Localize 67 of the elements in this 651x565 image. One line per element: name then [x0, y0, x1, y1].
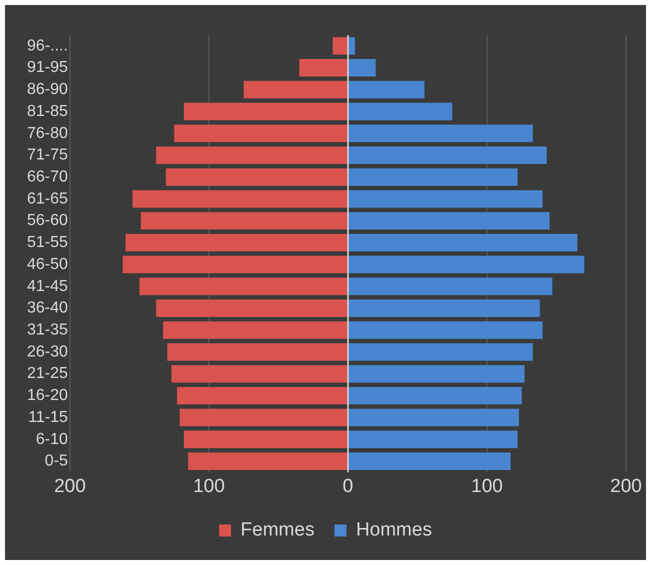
x-tick-label: 0 — [342, 476, 354, 497]
bar — [180, 408, 348, 426]
bar — [122, 256, 348, 274]
bar — [348, 300, 540, 317]
y-tick-label: 16-20 — [27, 387, 68, 404]
bar — [140, 212, 348, 230]
bar — [176, 386, 348, 404]
bar — [348, 452, 511, 470]
y-tick-label: 86-90 — [27, 81, 68, 98]
bar — [156, 300, 348, 317]
y-tick-label: 81-85 — [27, 102, 68, 120]
bar — [348, 365, 525, 383]
bar — [184, 102, 348, 120]
bar — [132, 190, 348, 208]
bar — [299, 59, 348, 77]
bar — [348, 102, 452, 120]
x-tick-label: 100 — [471, 476, 503, 497]
bar — [348, 321, 543, 339]
bar — [244, 80, 348, 98]
bar — [166, 168, 348, 186]
bar — [348, 430, 518, 448]
bar — [348, 80, 424, 98]
bar — [139, 278, 348, 296]
y-tick-label: 36-40 — [27, 300, 68, 317]
y-tick-label: 31-35 — [27, 322, 68, 339]
y-tick-label: 96-.... — [27, 37, 68, 54]
x-tick-label: 200 — [610, 476, 642, 497]
y-tick-label: 66-70 — [27, 168, 68, 186]
y-tick-label: 11-15 — [28, 408, 68, 426]
bar — [348, 212, 550, 230]
bar — [184, 430, 348, 448]
bar — [348, 256, 584, 274]
bar — [348, 343, 533, 361]
bar — [332, 37, 348, 55]
bar — [126, 234, 348, 252]
bar — [348, 408, 519, 426]
bar — [174, 124, 348, 142]
y-tick-label: 71-75 — [27, 146, 68, 164]
legend-label: Femmes — [240, 520, 314, 541]
y-tick-label: 6-10 — [36, 430, 68, 448]
y-tick-label: 26-30 — [27, 343, 68, 360]
x-tick-label: 100 — [193, 476, 225, 497]
y-tick-label: 51-55 — [27, 234, 68, 252]
bar — [156, 146, 348, 164]
bar — [171, 365, 348, 383]
bar — [348, 37, 355, 55]
bar — [348, 234, 578, 252]
y-tick-label: 21-25 — [27, 365, 68, 382]
y-tick-label: 0-5 — [44, 452, 68, 470]
y-tick-label: 46-50 — [27, 256, 68, 273]
bar — [188, 452, 348, 470]
y-tick-label: 76-80 — [27, 124, 68, 142]
bar — [163, 321, 348, 339]
bar — [348, 386, 522, 404]
bar — [167, 343, 348, 361]
bar — [348, 168, 518, 186]
y-tick-label: 61-65 — [27, 190, 68, 208]
legend-label: Hommes — [356, 520, 432, 541]
x-tick-label: 200 — [54, 476, 86, 497]
bar — [348, 190, 543, 208]
bar — [348, 146, 547, 164]
bar — [348, 59, 376, 77]
bar — [348, 278, 552, 296]
y-tick-label: 91-95 — [27, 59, 68, 76]
y-tick-label: 56-60 — [27, 212, 68, 230]
bar — [348, 124, 533, 142]
y-tick-label: 41-45 — [27, 278, 68, 295]
